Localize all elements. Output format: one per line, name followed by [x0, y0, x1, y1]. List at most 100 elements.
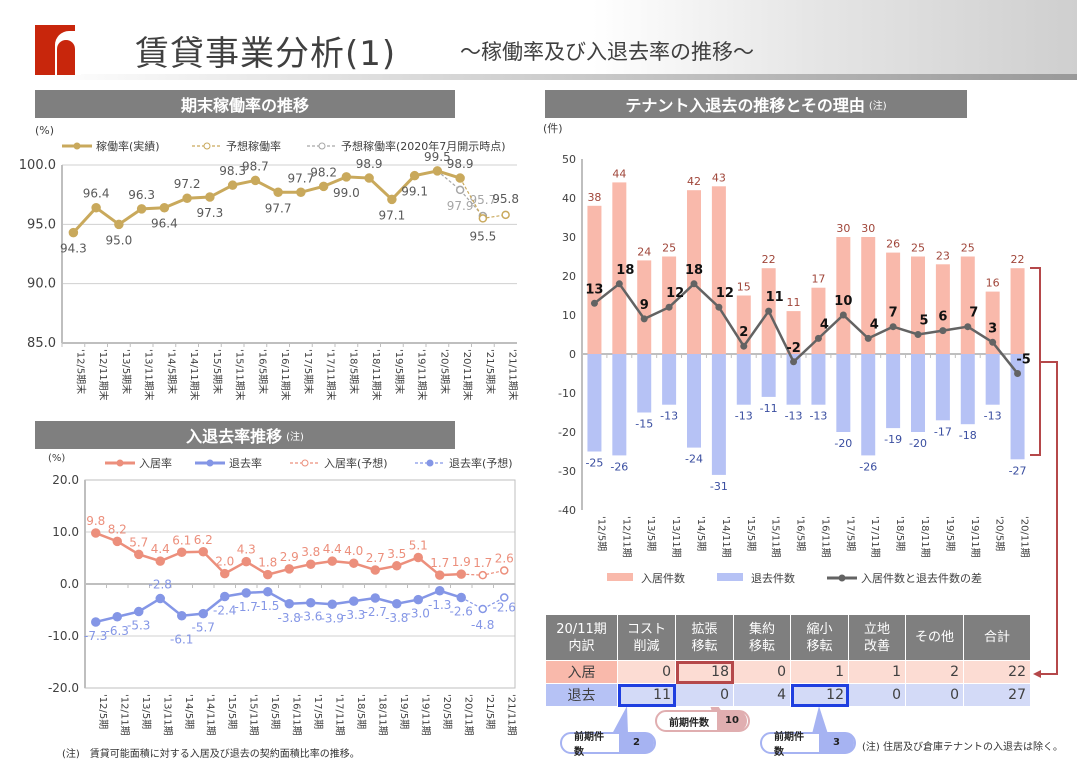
- y-tick-label: -20.0: [48, 681, 79, 695]
- series-actual-data-label: 98.2: [310, 165, 337, 179]
- legend-label: 予想稼働率: [226, 139, 281, 153]
- x-tick-label: '20/11期: [1019, 516, 1031, 558]
- difference-data-label: 12: [666, 286, 684, 301]
- series-actual-point: [273, 187, 283, 198]
- move-out-bar: [786, 354, 801, 405]
- difference-data-label: 5: [919, 314, 928, 329]
- y-tick-label: 20.0: [52, 473, 79, 487]
- x-tick-label: '21/11期: [505, 694, 517, 736]
- series-move-in-point: [456, 569, 466, 579]
- y-tick-label: -10: [558, 387, 576, 400]
- x-tick-label: '18/11期: [919, 516, 931, 558]
- move-out-bar: [836, 354, 851, 432]
- series-move-in-point: [370, 565, 380, 575]
- x-tick-label: '12/11期: [620, 516, 632, 558]
- move-out-bar: [637, 354, 652, 413]
- series-move-out-point: [370, 593, 380, 603]
- series-move-out-forecast-line: [460, 596, 505, 610]
- series-move-in-data-label: 8.2: [108, 522, 127, 536]
- difference-data-label: 13: [585, 282, 603, 297]
- series-actual-point: [205, 192, 215, 202]
- move-out-bar: [935, 354, 950, 421]
- difference-point: [989, 338, 997, 346]
- x-tick-label: '19/11期末: [416, 349, 429, 401]
- move-in-data-label: 17: [811, 273, 825, 286]
- callout-pointer: [812, 706, 828, 734]
- series-move-in-data-label: 2.9: [280, 550, 299, 564]
- move-out-data-label: -20: [909, 437, 927, 450]
- series-move-in-forecast-point: [500, 566, 509, 575]
- series-move-in-data-label: 4.0: [344, 544, 363, 558]
- series-move-out-forecast-data-label: -4.8: [471, 618, 494, 632]
- series-move-out-data-label: -3.9: [321, 611, 344, 625]
- series-move-out-data-label: -5.3: [127, 619, 150, 633]
- move-out-bar: [1010, 354, 1025, 460]
- series-move-out-data-label: -2.6: [450, 605, 473, 619]
- x-tick-label: '19/11期: [969, 516, 981, 558]
- x-tick-label: '16/5期末: [256, 349, 269, 394]
- x-tick-label: '14/11期末: [188, 349, 201, 401]
- x-tick-label: '16/11期: [819, 516, 831, 558]
- move-out-bar: [711, 354, 726, 475]
- move-out-data-label: -15: [635, 418, 653, 431]
- series-move-out-point: [112, 612, 122, 622]
- table-cell: 22: [963, 660, 1031, 684]
- row-label: 入居: [545, 660, 618, 684]
- move-out-bar: [662, 354, 677, 405]
- x-tick-label: '14/11期: [720, 516, 732, 558]
- difference-point: [640, 315, 648, 323]
- table-header: 拡張 移転: [675, 614, 734, 661]
- series-actual-data-label: 96.4: [83, 187, 110, 201]
- move-in-data-label: 25: [662, 242, 676, 255]
- x-tick-label: '14/5期: [695, 516, 707, 551]
- series-move-out-point: [263, 587, 273, 597]
- y-tick-label: 0.0: [60, 577, 79, 591]
- move-out-bar: [911, 354, 925, 432]
- y-unit-label: (%): [48, 453, 65, 464]
- series-move-in-point: [327, 556, 337, 566]
- legend-label: 退去率: [229, 456, 262, 470]
- series-move-in-data-label: 6.1: [172, 533, 191, 547]
- move-in-bar: [985, 291, 1000, 354]
- x-tick-label: '19/5期: [944, 516, 956, 551]
- series-actual-data-label: 97.1: [379, 208, 406, 222]
- series-actual-data-label: 96.4: [151, 217, 178, 231]
- x-tick-label: '17/11期末: [325, 349, 338, 401]
- series-forecast-point: [501, 210, 510, 220]
- series-move-in-point: [134, 549, 144, 560]
- move-in-bar: [687, 190, 701, 354]
- series-move-in-data-label: 2.0: [215, 555, 234, 569]
- table-header: 縮小 移転: [790, 614, 849, 661]
- move-in-data-label: 15: [737, 281, 751, 294]
- x-tick-label: '15/5期: [226, 694, 238, 729]
- x-tick-label: '20/5期: [441, 694, 453, 729]
- series-move-in-point: [241, 556, 251, 567]
- move-out-bar: [985, 354, 1000, 405]
- move-in-data-label: 22: [1011, 253, 1025, 266]
- series-move-out-data-label: -6.1: [170, 633, 193, 647]
- series-move-out-point: [284, 599, 294, 609]
- x-tick-label: '19/5期末: [393, 349, 406, 394]
- difference-data-label: 7: [969, 306, 978, 321]
- difference-point: [590, 299, 598, 307]
- move-in-data-label: 42: [687, 175, 701, 188]
- series-move-out-data-label: -7.3: [84, 629, 107, 643]
- move-in-data-label: 43: [712, 171, 726, 184]
- series-move-out-point: [327, 599, 337, 610]
- series-actual-data-label: 98.9: [356, 157, 383, 171]
- series-move-in-data-label: 9.8: [86, 514, 105, 528]
- series-move-out-point: [435, 586, 445, 596]
- legend-swatch: [607, 573, 633, 581]
- callout-label: 前期件数: [574, 732, 604, 758]
- x-tick-label: '19/5期: [398, 694, 410, 729]
- callout-previous-expansion: 前期件数 10: [655, 710, 750, 732]
- note-mark: (注): [868, 100, 887, 112]
- difference-point: [740, 342, 748, 350]
- table-cell: 0: [848, 683, 906, 707]
- move-in-data-label: 22: [762, 253, 776, 266]
- move-out-data-label: -13: [785, 410, 803, 423]
- legend-marker: [301, 459, 309, 467]
- series-actual-data-label: 99.0: [333, 186, 360, 200]
- difference-data-label: -2: [786, 341, 800, 356]
- x-tick-label: '18/5期: [355, 694, 367, 729]
